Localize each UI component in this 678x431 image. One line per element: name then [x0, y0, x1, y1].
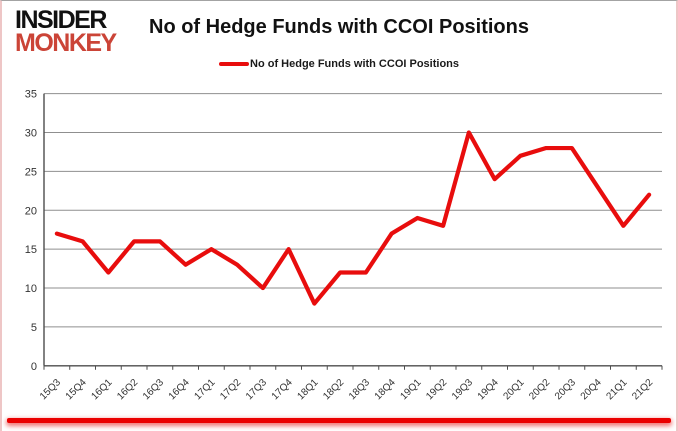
y-axis-tick-label: 15: [25, 244, 37, 256]
x-axis-tick-label: 18Q3: [347, 377, 372, 402]
x-axis-tick-label: 18Q4: [373, 377, 398, 402]
x-axis-tick-label: 17Q3: [244, 377, 269, 402]
x-axis-tick-label: 20Q3: [553, 377, 578, 402]
y-axis-tick-label: 25: [25, 166, 37, 178]
logo-line1: INSIDER: [15, 6, 107, 34]
x-axis-tick-label: 20Q4: [579, 377, 604, 402]
x-axis-tick-label: 20Q1: [501, 377, 526, 402]
x-axis-tick-label: 21Q1: [604, 377, 629, 402]
y-axis-tick-label: 20: [25, 205, 37, 217]
x-axis-tick-label: 16Q3: [141, 377, 166, 402]
legend-line-swatch: [219, 62, 249, 66]
y-axis-tick-label: 5: [31, 322, 37, 334]
insider-monkey-logo: INSIDER MONKEY: [15, 6, 117, 57]
x-axis-tick-label: 19Q3: [450, 377, 475, 402]
x-axis-tick-label: 18Q2: [321, 377, 346, 402]
bottom-accent-bar: [7, 418, 671, 423]
x-axis-tick-label: 16Q2: [115, 377, 140, 402]
data-line-series: [54, 130, 652, 306]
y-axis-tick-label: 0: [31, 361, 37, 373]
x-axis-tick-label: 16Q4: [167, 377, 192, 402]
x-axis-tick-label: 16Q1: [89, 377, 114, 402]
logo-line2: MONKEY: [15, 29, 117, 57]
x-axis-tick-label: 21Q2: [630, 377, 655, 402]
x-axis-tick-label: 19Q4: [476, 377, 501, 402]
x-axis-tick-label: 17Q1: [192, 377, 217, 402]
chart-legend: No of Hedge Funds with CCOI Positions: [2, 58, 676, 70]
x-axis-tick-label: 15Q3: [38, 377, 63, 402]
y-axis-tick-label: 35: [25, 89, 37, 101]
x-axis-tick-label: 17Q2: [218, 377, 243, 402]
x-axis-tick-label: 15Q4: [64, 377, 89, 402]
x-axis-tick-label: 19Q1: [398, 377, 423, 402]
y-axis-tick-label: 10: [25, 283, 37, 295]
x-axis-tick-label: 17Q4: [270, 377, 295, 402]
y-axis-tick-label: 30: [25, 127, 37, 139]
x-axis-tick-label: 20Q2: [527, 377, 552, 402]
x-axis-tick-label: 19Q2: [424, 377, 449, 402]
x-axis-tick-label: 18Q1: [295, 377, 320, 402]
chart-title: No of Hedge Funds with CCOI Positions: [149, 16, 529, 38]
legend-label: No of Hedge Funds with CCOI Positions: [250, 58, 459, 70]
